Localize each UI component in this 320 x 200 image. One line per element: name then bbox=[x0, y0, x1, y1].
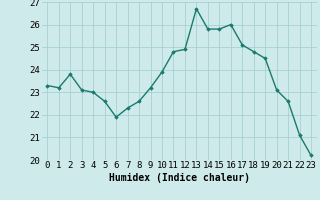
X-axis label: Humidex (Indice chaleur): Humidex (Indice chaleur) bbox=[109, 173, 250, 183]
